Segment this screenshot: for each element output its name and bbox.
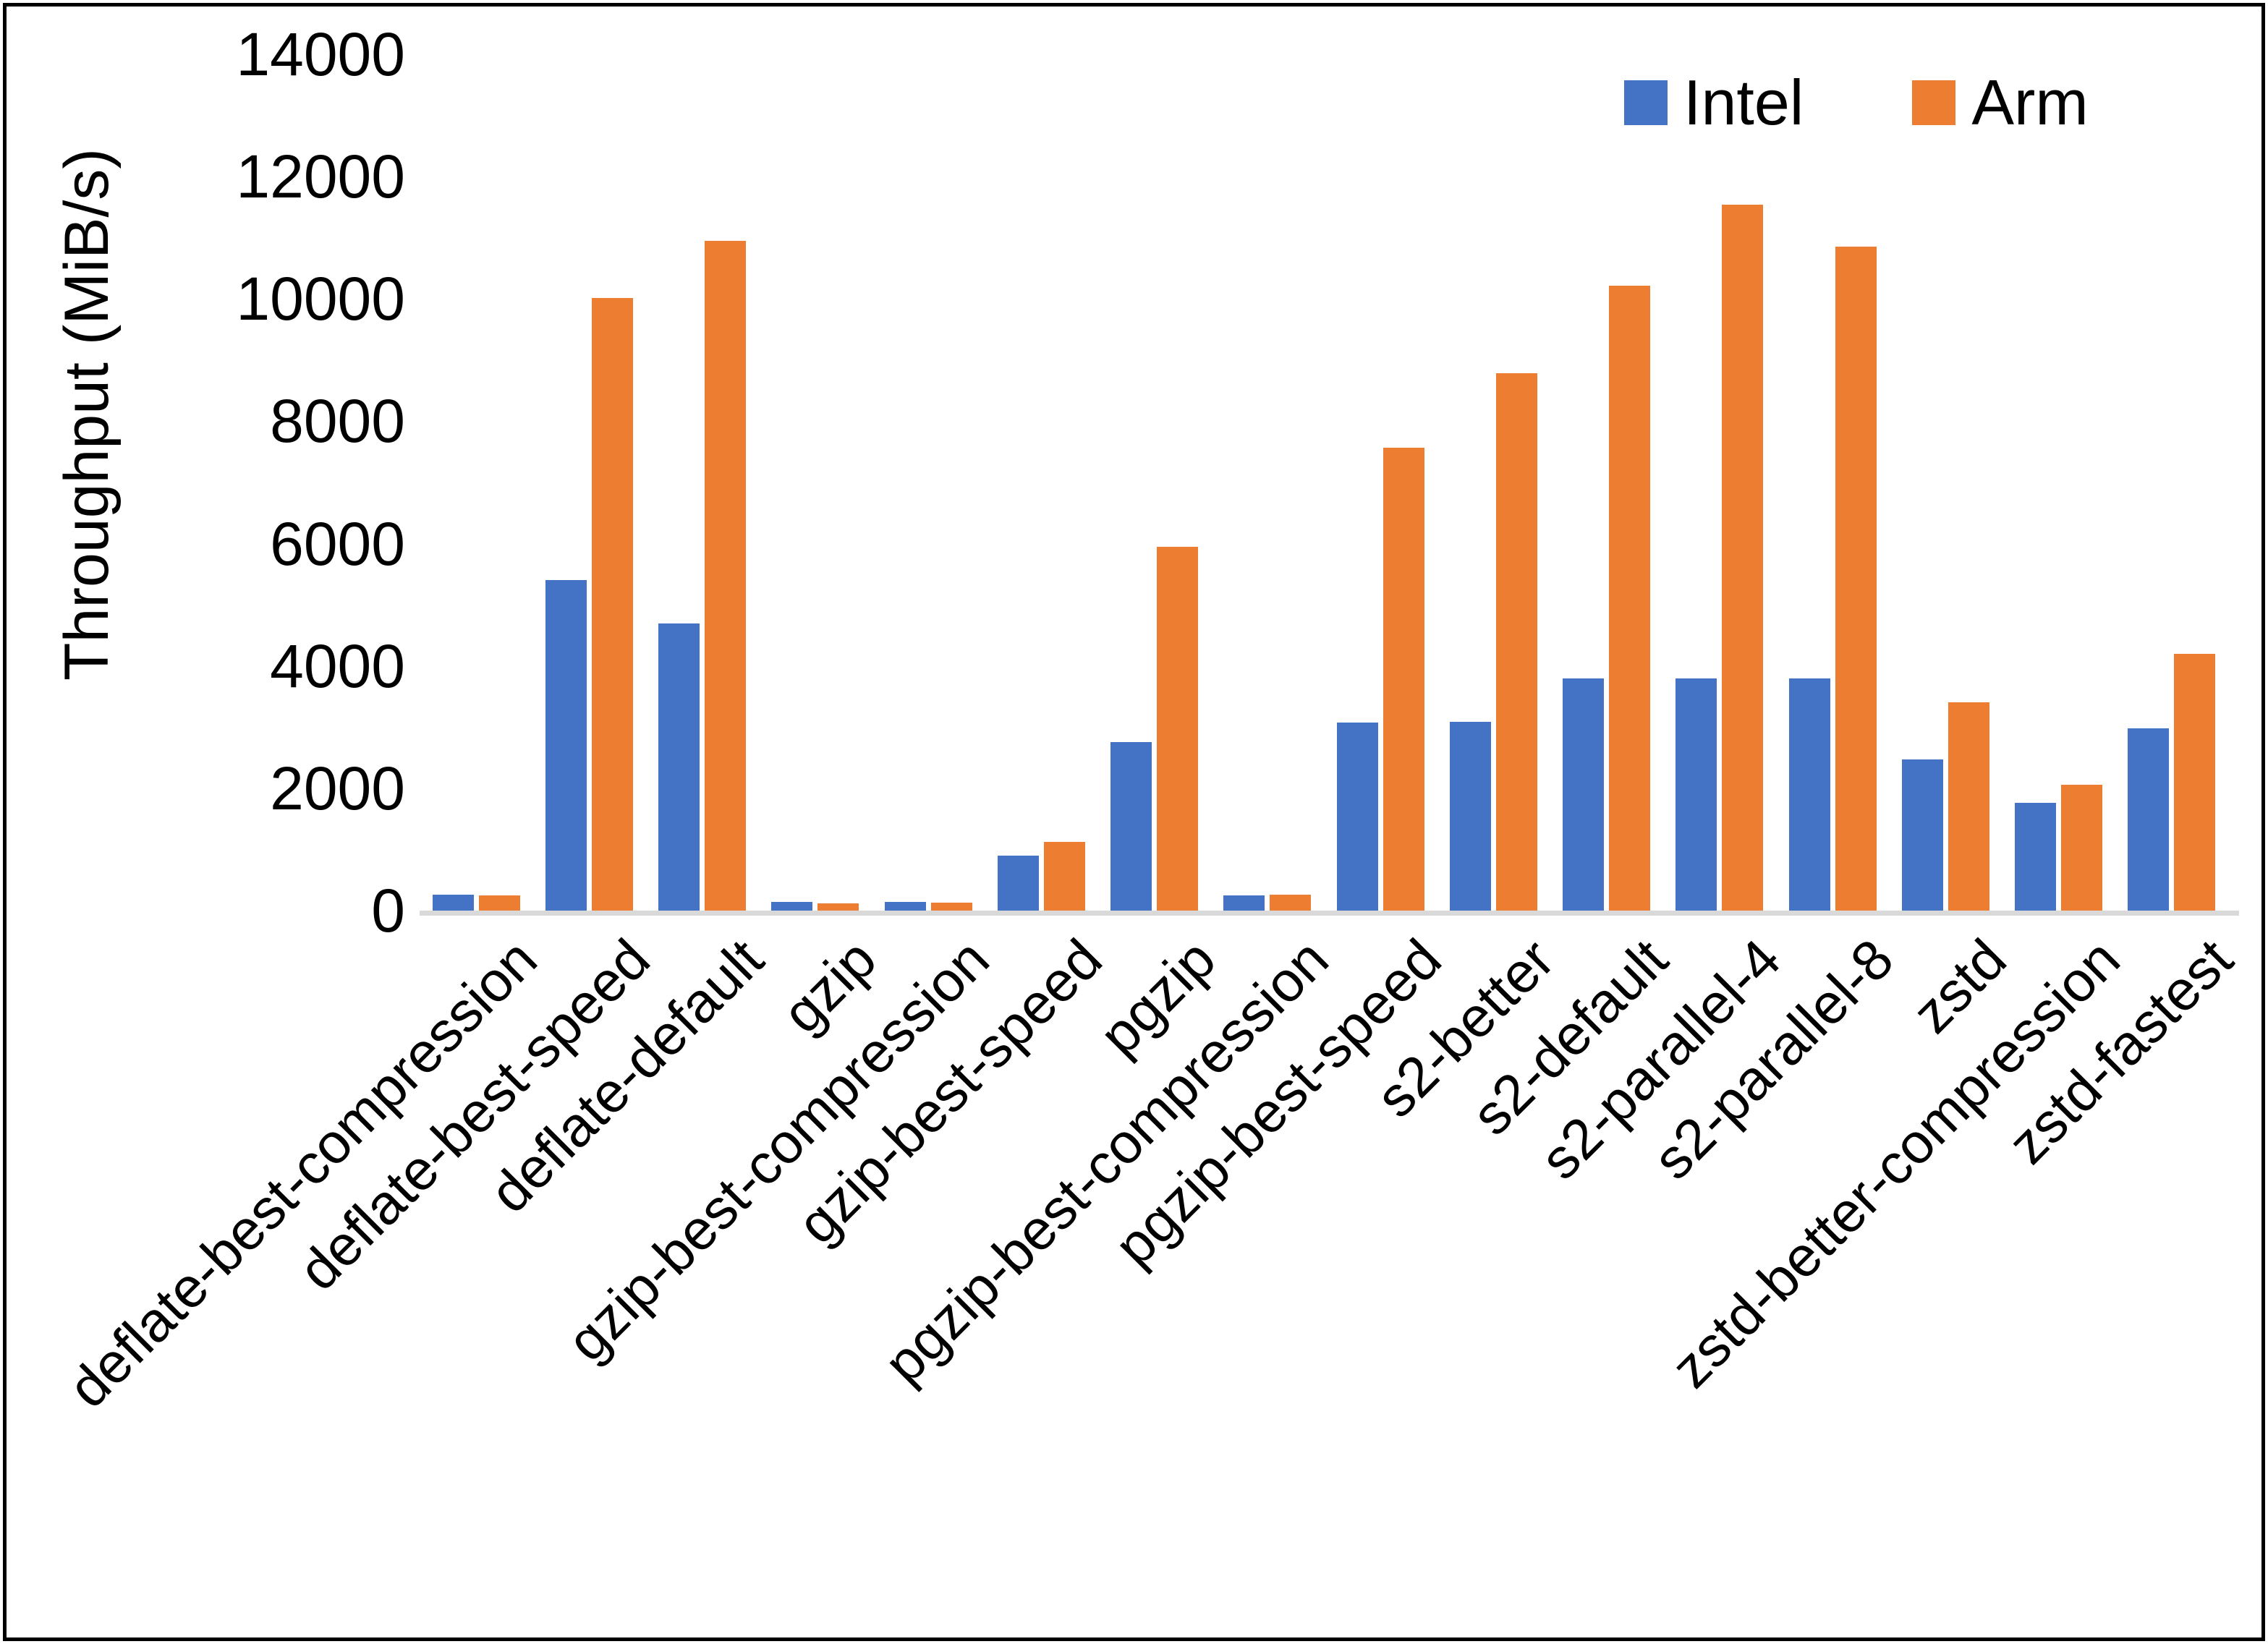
- bar-arm[interactable]: [478, 895, 520, 911]
- bar-arm[interactable]: [1495, 373, 1537, 911]
- bar-arm[interactable]: [2061, 784, 2103, 911]
- legend-label: Intel: [1683, 67, 1804, 138]
- y-axis-tick-labels: 14000 12000 10000 8000 6000 4000 2000 0: [166, 0, 405, 945]
- bar-group: [872, 54, 985, 911]
- bar-intel[interactable]: [1788, 678, 1830, 911]
- bar-intel[interactable]: [1901, 759, 1943, 911]
- bar-group: [2115, 54, 2228, 911]
- bar-intel[interactable]: [545, 580, 587, 911]
- y-axis-tick-label: 0: [371, 877, 405, 945]
- y-axis-tick-label: 4000: [270, 631, 405, 700]
- bar-arm[interactable]: [930, 903, 972, 911]
- x-axis-tick-label-text: deflate-best-compression: [56, 927, 549, 1420]
- bar-intel[interactable]: [2015, 803, 2057, 911]
- bar-arm[interactable]: [1270, 895, 1312, 911]
- plot-area: [420, 54, 2239, 916]
- bar-arm[interactable]: [1948, 702, 1989, 911]
- bar-intel[interactable]: [884, 901, 926, 911]
- bar-arm[interactable]: [817, 903, 859, 911]
- y-axis-tick-label: 12000: [236, 142, 405, 211]
- bar-group: [1550, 54, 1663, 911]
- bar-arm[interactable]: [2174, 653, 2216, 911]
- bar-intel[interactable]: [432, 895, 474, 911]
- bar-group: [1324, 54, 1437, 911]
- chart-legend: Intel Arm: [1624, 71, 2089, 135]
- bar-intel[interactable]: [997, 855, 1039, 911]
- bar-intel[interactable]: [658, 623, 700, 911]
- bar-group: [1776, 54, 1889, 911]
- legend-entry[interactable]: Intel: [1624, 71, 1804, 135]
- bar-intel[interactable]: [1675, 678, 1717, 911]
- bar-arm[interactable]: [705, 240, 747, 911]
- y-axis-title: Throughput (MiB/s): [52, 148, 122, 681]
- y-axis-tick-label: 2000: [270, 754, 405, 822]
- bar-arm[interactable]: [1835, 247, 1877, 911]
- bar-group: [1211, 54, 1324, 911]
- bar-intel[interactable]: [771, 902, 813, 911]
- x-axis-category-labels: deflate-best-compression deflate-best-spe…: [56, 927, 2244, 1479]
- legend-swatch-intel-icon: [1624, 80, 1668, 125]
- bar-intel[interactable]: [1336, 722, 1378, 911]
- bar-group: [1889, 54, 2002, 911]
- bar-intel[interactable]: [1449, 721, 1491, 911]
- y-axis-tick-label: 8000: [270, 387, 405, 456]
- legend-entry[interactable]: Arm: [1912, 67, 2089, 138]
- y-axis-tick-label: 6000: [270, 509, 405, 578]
- bar-arm[interactable]: [1157, 546, 1199, 911]
- bar-group: [2002, 54, 2115, 911]
- bar-group: [1098, 54, 1211, 911]
- bar-arm[interactable]: [1609, 285, 1651, 911]
- x-axis-baseline: [420, 911, 2239, 916]
- bar-arm[interactable]: [1043, 842, 1085, 911]
- bar-group: [420, 54, 532, 911]
- x-axis-tick-label: deflate-best-compression: [56, 927, 549, 1420]
- y-axis-tick-label: 14000: [236, 20, 405, 88]
- legend-swatch-arm-icon: [1912, 80, 1956, 125]
- bar-group: [985, 54, 1097, 911]
- y-axis-tick-label: 10000: [236, 265, 405, 333]
- legend-label: Arm: [1971, 67, 2089, 138]
- bar-arm[interactable]: [1722, 205, 1764, 911]
- bar-intel[interactable]: [2128, 728, 2170, 911]
- bar-intel[interactable]: [1110, 742, 1152, 911]
- bar-intel[interactable]: [1563, 678, 1605, 911]
- bar-group: [1663, 54, 1776, 911]
- bar-group: [759, 54, 872, 911]
- bar-arm[interactable]: [591, 297, 633, 911]
- bar-arm[interactable]: [1383, 447, 1424, 911]
- bar-group: [532, 54, 645, 911]
- bar-group: [1437, 54, 1550, 911]
- bar-intel[interactable]: [1223, 895, 1265, 911]
- bar-group: [646, 54, 759, 911]
